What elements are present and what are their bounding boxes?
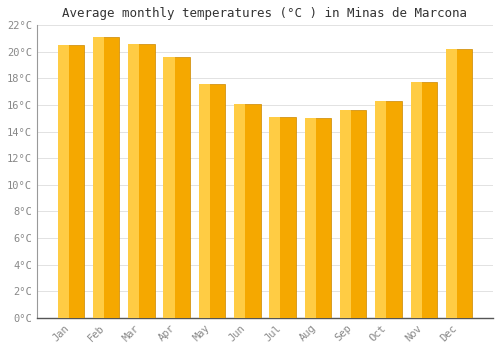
- Bar: [234, 104, 260, 318]
- Bar: [340, 110, 366, 318]
- Bar: [270, 117, 280, 318]
- Bar: [93, 37, 120, 318]
- Bar: [128, 44, 154, 318]
- Bar: [93, 37, 104, 318]
- Bar: [128, 44, 140, 318]
- Bar: [198, 84, 225, 318]
- Bar: [304, 118, 331, 318]
- Bar: [270, 117, 296, 318]
- Bar: [164, 57, 174, 318]
- Bar: [375, 101, 402, 318]
- Bar: [58, 45, 68, 318]
- Title: Average monthly temperatures (°C ) in Minas de Marcona: Average monthly temperatures (°C ) in Mi…: [62, 7, 468, 20]
- Bar: [410, 83, 437, 318]
- Bar: [446, 49, 472, 318]
- Bar: [164, 57, 190, 318]
- Bar: [446, 49, 457, 318]
- Bar: [304, 118, 316, 318]
- Bar: [234, 104, 245, 318]
- Bar: [340, 110, 351, 318]
- Bar: [198, 84, 210, 318]
- Bar: [375, 101, 386, 318]
- Bar: [58, 45, 84, 318]
- Bar: [410, 83, 422, 318]
